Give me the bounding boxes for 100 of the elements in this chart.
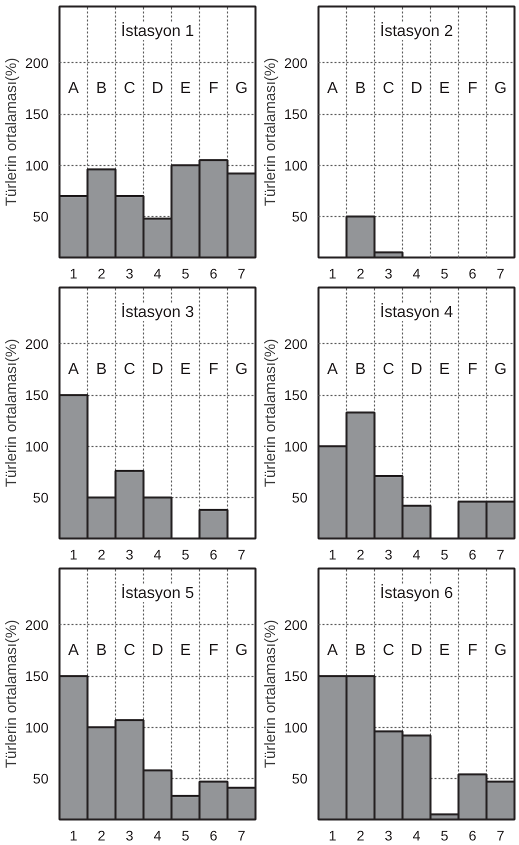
- y-tick-label: 200: [25, 336, 49, 352]
- x-tick-label: 4: [154, 266, 162, 282]
- x-tick-label: 2: [98, 828, 106, 844]
- x-tick-label: 6: [468, 266, 477, 282]
- x-tick-label: 5: [440, 266, 449, 282]
- annotation: E: [439, 360, 450, 378]
- y-tick-label: 100: [284, 719, 308, 736]
- annotation: F: [208, 360, 219, 378]
- annotation: A: [327, 642, 338, 659]
- y-tick-label: 100: [25, 157, 49, 174]
- annotation: A: [327, 80, 338, 97]
- annotation: C: [124, 360, 136, 378]
- x-tick-label: 7: [496, 546, 505, 562]
- annotation: B: [96, 80, 107, 97]
- x-tick-label: 4: [412, 828, 421, 844]
- annotation: G: [235, 360, 248, 378]
- y-tick-label: 150: [284, 387, 308, 404]
- annotation: E: [439, 642, 450, 659]
- x-tick-label: 1: [328, 828, 337, 844]
- annotation: E: [180, 80, 191, 97]
- y-tick-label: 150: [25, 387, 49, 404]
- annotation: C: [124, 80, 136, 97]
- annotation: E: [439, 80, 450, 97]
- x-tick-label: 3: [384, 828, 393, 844]
- y-tick-label: 50: [32, 770, 49, 787]
- annotation: E: [180, 360, 191, 378]
- x-tick-label: 2: [98, 266, 106, 282]
- annotation: F: [208, 642, 219, 659]
- x-tick-label: 4: [412, 266, 421, 282]
- annotation: G: [235, 642, 248, 659]
- text: İstasyon 6: [380, 584, 454, 602]
- annotation: A: [68, 642, 80, 659]
- x-tick-label: 2: [356, 266, 365, 282]
- annotation: E: [180, 642, 191, 659]
- x-tick-label: 2: [356, 828, 365, 844]
- annotation: C: [124, 642, 136, 659]
- annotation: C: [382, 80, 394, 97]
- annotation: D: [410, 80, 422, 97]
- y-tick-label: 200: [284, 54, 308, 71]
- y-tick-label: 150: [284, 668, 308, 684]
- y-tick-label: 200: [284, 616, 308, 633]
- y-tick-label: 50: [292, 490, 308, 506]
- x-tick-label: 1: [70, 546, 78, 562]
- annotation: B: [355, 642, 366, 659]
- annotation: B: [96, 642, 107, 659]
- y-axis-title: Türlerin ortalaması(%): [262, 338, 280, 488]
- y-tick-label: 100: [25, 719, 49, 736]
- x-tick-label: 4: [154, 828, 162, 844]
- text: İstasyon 2: [380, 22, 454, 40]
- y-tick-label: 100: [284, 438, 308, 454]
- y-tick-label: 50: [292, 770, 308, 787]
- annotation: F: [208, 80, 219, 97]
- y-tick-label: 150: [25, 668, 49, 684]
- x-tick-label: 2: [98, 546, 106, 562]
- annotation: F: [468, 642, 478, 659]
- annotation: D: [152, 360, 164, 378]
- x-tick-label: 3: [126, 546, 134, 562]
- y-tick-label: 100: [284, 157, 308, 174]
- x-tick-label: 7: [496, 266, 505, 282]
- y-axis-title: Türlerin ortalaması(%): [262, 58, 280, 206]
- annotation: A: [327, 360, 338, 378]
- annotation: C: [382, 360, 394, 378]
- annotation: G: [494, 360, 507, 378]
- text: İstasyon 5: [121, 584, 194, 602]
- annotation: F: [468, 360, 478, 378]
- annotation: C: [382, 642, 394, 659]
- y-axis-title: Türlerin ortalaması(%): [3, 620, 20, 768]
- y-tick-label: 150: [25, 106, 49, 122]
- x-tick-label: 1: [70, 828, 78, 844]
- x-tick-label: 7: [238, 266, 246, 282]
- annotation: D: [410, 642, 422, 659]
- x-tick-label: 3: [384, 266, 393, 282]
- x-tick-label: 6: [468, 828, 477, 844]
- x-tick-label: 4: [154, 546, 162, 562]
- y-tick-label: 100: [25, 438, 49, 454]
- x-tick-label: 1: [328, 546, 337, 562]
- y-axis-title: Türlerin ortalaması(%): [262, 620, 280, 768]
- x-tick-label: 7: [496, 828, 505, 844]
- annotation: G: [235, 80, 248, 97]
- y-tick-label: 150: [284, 106, 308, 122]
- y-tick-label: 50: [292, 208, 308, 225]
- annotation: D: [152, 80, 164, 97]
- annotation: A: [68, 80, 80, 97]
- x-tick-label: 5: [182, 266, 190, 282]
- x-tick-label: 6: [468, 546, 477, 562]
- annotation: F: [468, 80, 478, 97]
- x-tick-label: 6: [210, 266, 218, 282]
- annotation: D: [410, 360, 422, 378]
- x-tick-label: 6: [210, 546, 218, 562]
- x-tick-label: 6: [210, 828, 218, 844]
- annotation: G: [494, 642, 507, 659]
- x-tick-label: 2: [356, 546, 365, 562]
- annotation: D: [152, 642, 164, 659]
- y-axis-title: Türlerin ortalaması(%): [3, 338, 20, 488]
- y-tick-label: 200: [25, 616, 49, 633]
- x-tick-label: 3: [384, 546, 393, 562]
- y-axis-title: Türlerin ortalaması(%): [3, 58, 20, 206]
- x-tick-label: 4: [412, 546, 421, 562]
- x-tick-label: 3: [126, 828, 134, 844]
- annotation: B: [355, 360, 366, 378]
